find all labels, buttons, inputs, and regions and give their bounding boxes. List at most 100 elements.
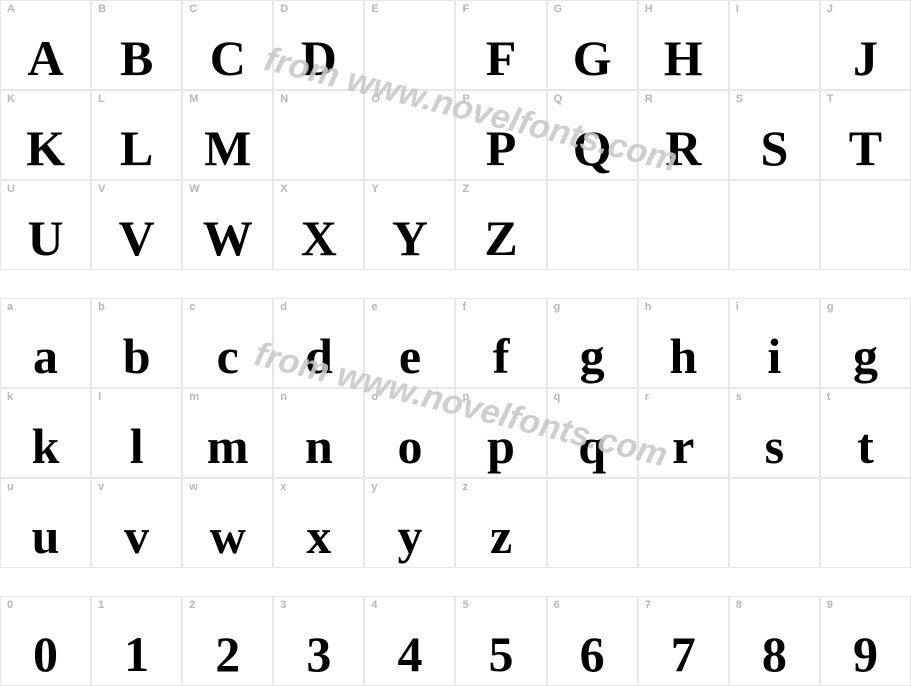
cell-key-label: m <box>189 391 199 403</box>
glyph-cell <box>729 180 820 270</box>
glyph-cell: 55 <box>455 596 546 686</box>
cell-glyph: g <box>548 331 637 381</box>
cell-key-label: I <box>736 3 740 15</box>
cell-key-label: N <box>280 93 288 105</box>
cell-glyph: o <box>365 421 454 471</box>
cell-glyph: A <box>1 33 90 83</box>
cell-key-label: B <box>98 3 106 15</box>
cell-key-label: o <box>371 391 378 403</box>
cell-glyph: k <box>1 421 90 471</box>
glyph-cell: ss <box>729 388 820 478</box>
cell-key-label: J <box>827 3 834 15</box>
glyph-cell: XX <box>273 180 364 270</box>
glyph-cell: rr <box>638 388 729 478</box>
glyph-cell: CC <box>182 0 273 90</box>
cell-glyph: B <box>92 33 181 83</box>
section-gap <box>0 568 911 596</box>
cell-glyph: D <box>274 33 363 83</box>
cell-key-label: H <box>645 3 653 15</box>
glyph-cell: JJ <box>820 0 911 90</box>
cell-key-label: g <box>554 301 561 313</box>
glyph-cell: 88 <box>729 596 820 686</box>
glyph-cell: QQ <box>547 90 638 180</box>
glyph-cell: VV <box>91 180 182 270</box>
glyph-cell: 11 <box>91 596 182 686</box>
cell-key-label: L <box>98 93 105 105</box>
cell-key-label: 9 <box>827 599 834 611</box>
glyph-cell: 66 <box>547 596 638 686</box>
glyph-cell: ii <box>729 298 820 388</box>
cell-glyph: q <box>548 421 637 471</box>
cell-glyph: n <box>274 421 363 471</box>
glyph-cell: nn <box>273 388 364 478</box>
glyph-cell: GG <box>547 0 638 90</box>
cell-glyph: 9 <box>821 629 910 679</box>
cell-glyph: K <box>1 123 90 173</box>
cell-glyph: X <box>274 213 363 263</box>
cell-key-label: R <box>645 93 653 105</box>
glyph-cell: ww <box>182 478 273 568</box>
cell-key-label: 6 <box>554 599 561 611</box>
cell-glyph: e <box>365 331 454 381</box>
cell-glyph: S <box>730 123 819 173</box>
cell-key-label: O <box>371 93 380 105</box>
glyph-cell: 99 <box>820 596 911 686</box>
section-gap <box>0 270 911 298</box>
cell-key-label: G <box>554 3 563 15</box>
cell-glyph: l <box>92 421 181 471</box>
cell-key-label: k <box>7 391 14 403</box>
cell-glyph: w <box>183 511 272 561</box>
glyph-cell: gg <box>547 298 638 388</box>
cell-glyph: y <box>365 511 454 561</box>
glyph-cell: oo <box>364 388 455 478</box>
glyph-cell: dd <box>273 298 364 388</box>
glyph-cell: SS <box>729 90 820 180</box>
cell-glyph: t <box>821 421 910 471</box>
cell-key-label: c <box>189 301 196 313</box>
glyph-cell: UU <box>0 180 91 270</box>
cell-glyph: u <box>1 511 90 561</box>
cell-glyph: P <box>456 123 545 173</box>
glyph-cell: tt <box>820 388 911 478</box>
cell-glyph: Z <box>456 213 545 263</box>
glyph-chart: AA BB CC DD E FF GG HH I JJ KK LL MM N O… <box>0 0 911 668</box>
glyph-cell: zz <box>455 478 546 568</box>
glyph-cell: TT <box>820 90 911 180</box>
cell-glyph: m <box>183 421 272 471</box>
cell-glyph: 4 <box>365 629 454 679</box>
glyph-cell: pp <box>455 388 546 478</box>
cell-glyph: U <box>1 213 90 263</box>
cell-glyph: 5 <box>456 629 545 679</box>
glyph-cell: xx <box>273 478 364 568</box>
cell-glyph: C <box>183 33 272 83</box>
cell-glyph: f <box>456 331 545 381</box>
cell-key-label: P <box>462 93 470 105</box>
glyph-cell: AA <box>0 0 91 90</box>
glyph-cell: FF <box>455 0 546 90</box>
cell-glyph: T <box>821 123 910 173</box>
glyph-cell: 77 <box>638 596 729 686</box>
section-uppercase: AA BB CC DD E FF GG HH I JJ KK LL MM N O… <box>0 0 911 270</box>
cell-key-label: X <box>280 183 288 195</box>
glyph-cell: ZZ <box>455 180 546 270</box>
glyph-cell: aa <box>0 298 91 388</box>
cell-key-label: K <box>7 93 15 105</box>
cell-glyph: V <box>92 213 181 263</box>
cell-glyph: 1 <box>92 629 181 679</box>
cell-glyph: W <box>183 213 272 263</box>
cell-key-label: r <box>645 391 650 403</box>
cell-glyph: z <box>456 511 545 561</box>
cell-glyph: M <box>183 123 272 173</box>
glyph-cell: yy <box>364 478 455 568</box>
cell-glyph: c <box>183 331 272 381</box>
glyph-cell: PP <box>455 90 546 180</box>
glyph-cell: WW <box>182 180 273 270</box>
cell-glyph: g <box>821 331 910 381</box>
cell-key-label: 1 <box>98 599 105 611</box>
cell-glyph: b <box>92 331 181 381</box>
cell-key-label: 7 <box>645 599 652 611</box>
cell-key-label: Z <box>462 183 469 195</box>
cell-glyph: H <box>639 33 728 83</box>
glyph-cell: hh <box>638 298 729 388</box>
cell-key-label: A <box>7 3 15 15</box>
